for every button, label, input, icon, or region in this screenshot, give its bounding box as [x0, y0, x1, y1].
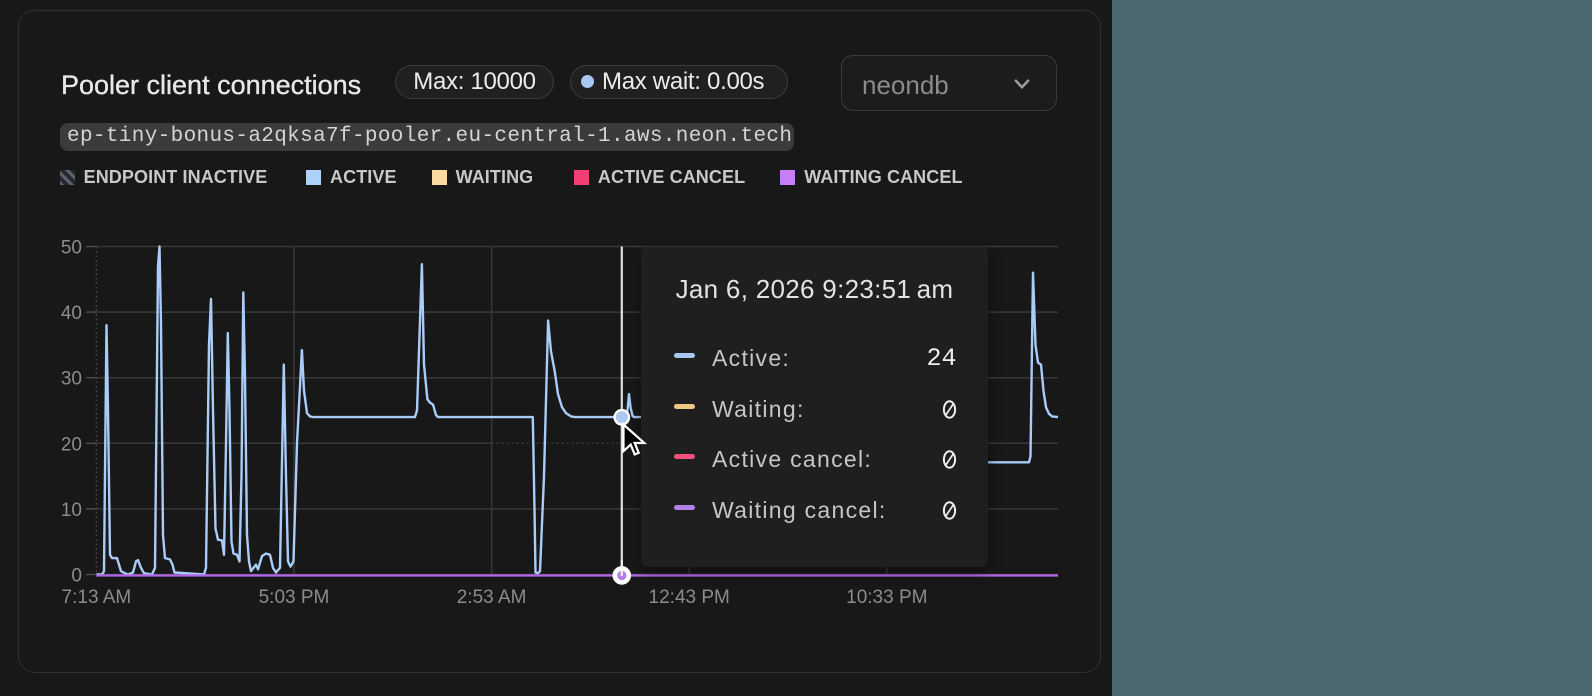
- svg-text:40: 40: [61, 303, 82, 324]
- svg-text:50: 50: [61, 238, 82, 259]
- svg-text:10: 10: [61, 500, 82, 521]
- svg-text:12:43 PM: 12:43 PM: [649, 587, 730, 608]
- svg-text:30: 30: [61, 369, 82, 390]
- svg-text:2:53 AM: 2:53 AM: [457, 587, 527, 608]
- svg-text:5:03 PM: 5:03 PM: [259, 587, 330, 608]
- svg-text:10:33 PM: 10:33 PM: [846, 587, 927, 608]
- svg-text:20: 20: [61, 434, 82, 455]
- svg-text:0: 0: [71, 566, 82, 587]
- svg-text:7:13 AM: 7:13 AM: [62, 587, 132, 608]
